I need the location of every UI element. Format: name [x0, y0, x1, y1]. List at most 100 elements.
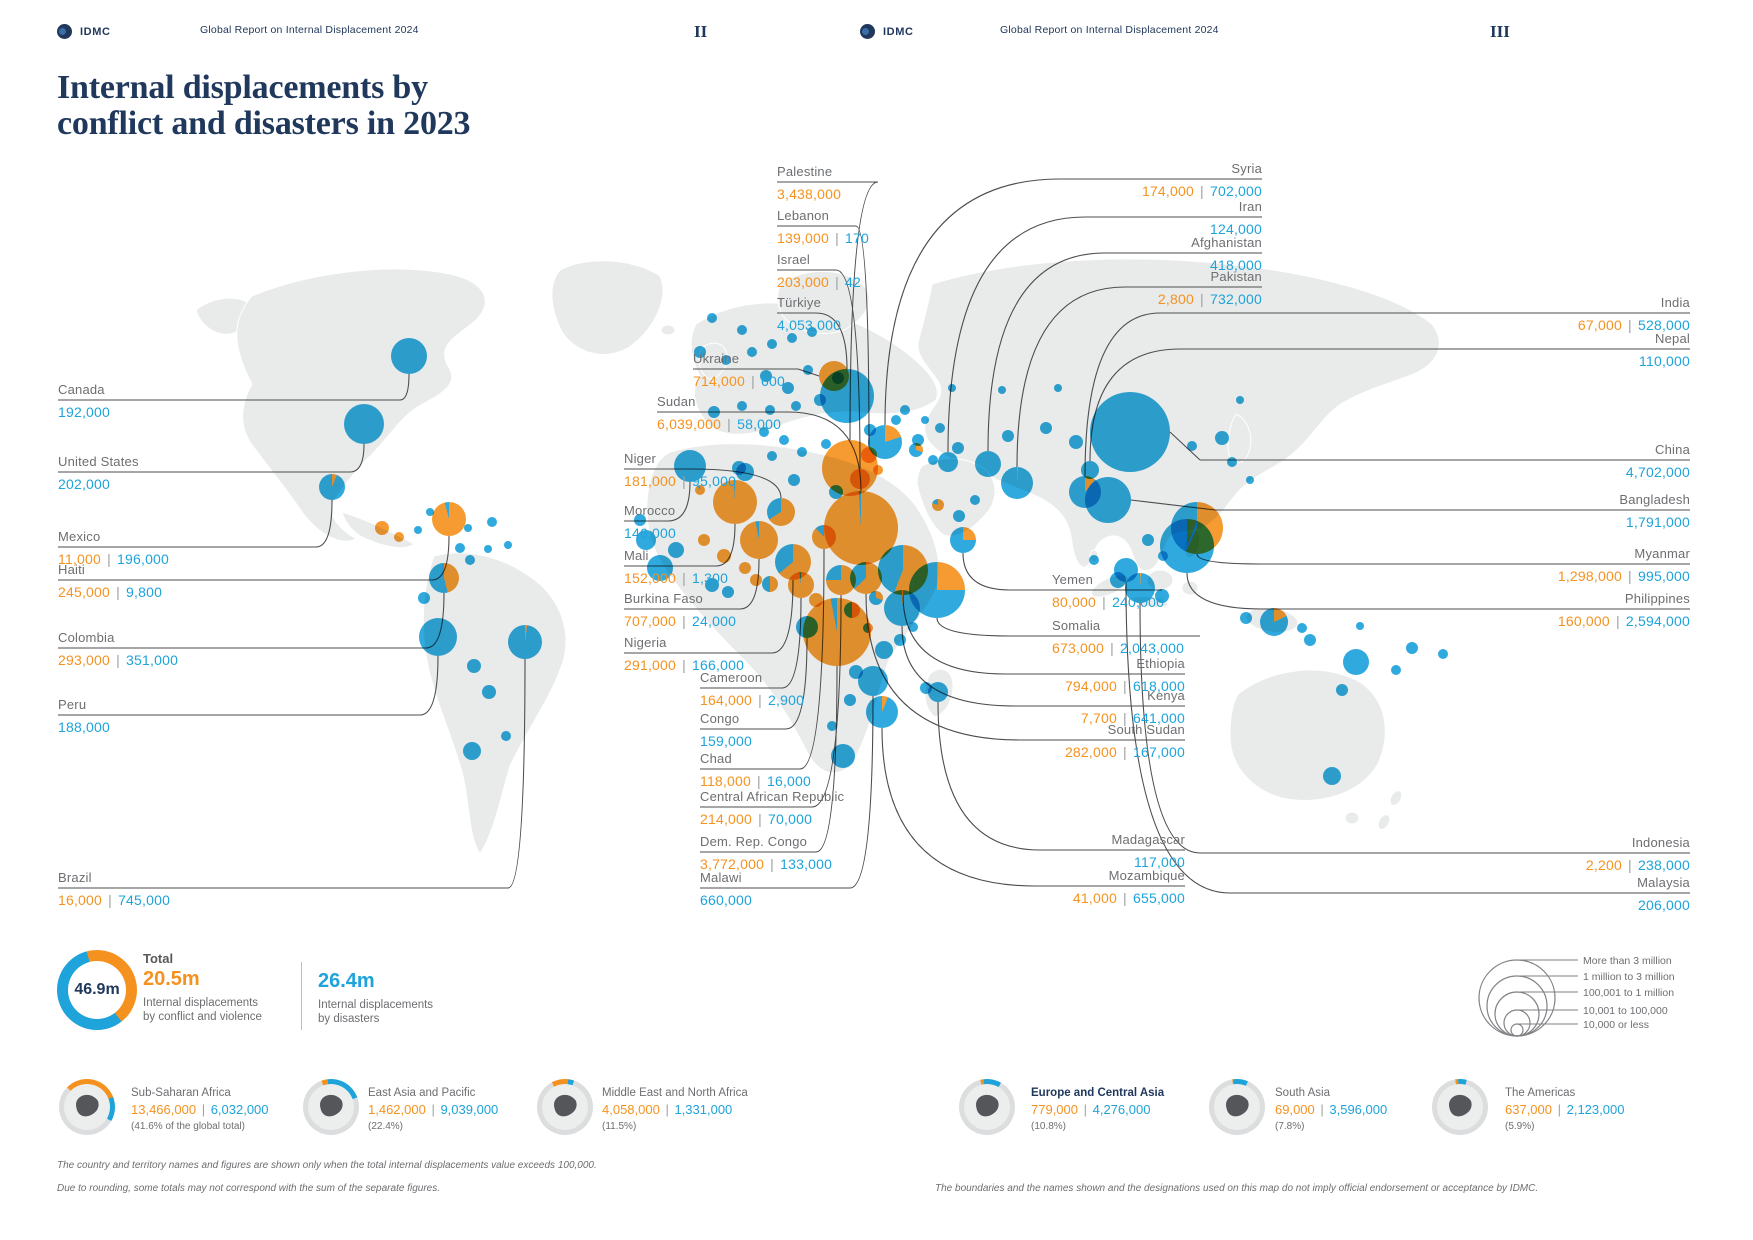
- country-values: 202,000: [58, 476, 111, 492]
- leader-line: [884, 178, 1061, 426]
- country-label: Mexico 11,000 | 196,000: [58, 530, 169, 567]
- bubble: [928, 682, 948, 702]
- country-values: 124,000: [1209, 221, 1262, 237]
- disaster-total-value: 26.4m: [318, 970, 375, 992]
- bubble: [1438, 649, 1448, 659]
- country-values: 174,000 | 702,000: [1141, 183, 1262, 199]
- bubble: [426, 508, 434, 516]
- size-legend-label: More than 3 million: [1583, 955, 1672, 967]
- bubble: [938, 452, 958, 472]
- bubble: [932, 499, 944, 511]
- bubble: [909, 443, 923, 457]
- size-legend-label: 10,000 or less: [1583, 1019, 1649, 1031]
- bubble: [921, 416, 929, 424]
- leader-line: [811, 594, 842, 808]
- bubble: [762, 576, 778, 592]
- idmc-logo-icon: [860, 24, 875, 39]
- bubble: [824, 491, 898, 565]
- landmass-north-america: [236, 268, 486, 542]
- landmass-madagascar: [924, 668, 954, 718]
- bubble: [394, 532, 404, 542]
- country-name: Congo: [700, 711, 740, 726]
- country-name: Brazil: [58, 870, 92, 885]
- bubble: [975, 451, 1001, 477]
- bubble: [767, 451, 777, 461]
- globe-icon: [1226, 1094, 1249, 1117]
- country-values: 164,000 | 2,900: [700, 692, 805, 708]
- bubble: [1356, 622, 1364, 630]
- bubble: [952, 442, 964, 454]
- country-name: South Sudan: [1107, 722, 1185, 737]
- bubble: [908, 622, 918, 632]
- globe-icon: [554, 1094, 577, 1117]
- country-name: Peru: [58, 697, 87, 712]
- bubble: [1236, 396, 1244, 404]
- country-name: Colombia: [58, 630, 115, 645]
- country-values: 293,000 | 351,000: [58, 652, 179, 668]
- bubble: [822, 440, 878, 496]
- bubble: [1158, 551, 1168, 561]
- country-label: Brazil 16,000 | 745,000: [58, 870, 170, 908]
- country-label: China 4,702,000: [1626, 442, 1690, 480]
- bubble: [950, 527, 976, 553]
- footnote-right: The boundaries and the names shown and t…: [935, 1183, 1539, 1194]
- country-name: Israel: [777, 252, 810, 267]
- bubble: [850, 469, 870, 489]
- region-values: 4,058,000 | 1,331,000: [602, 1102, 733, 1117]
- country-name: China: [1655, 442, 1690, 457]
- bubble: [1002, 430, 1014, 442]
- leader-line: [419, 655, 439, 716]
- bubble: [1040, 422, 1052, 434]
- country-values: 2,200 | 238,000: [1585, 857, 1690, 873]
- country-values: 291,000 | 166,000: [624, 657, 745, 673]
- country-name: Yemen: [1052, 572, 1093, 587]
- region-values: 69,000 | 3,596,000: [1275, 1102, 1388, 1117]
- country-name: India: [1660, 295, 1690, 310]
- total-value: 46.9m: [74, 981, 120, 998]
- leader-line: [901, 625, 1016, 707]
- leader-line: [1169, 431, 1201, 461]
- bubble: [484, 545, 492, 553]
- country-label: Somalia 673,000 | 2,043,000: [1052, 619, 1184, 656]
- country-name: Mozambique: [1108, 868, 1185, 883]
- bubble: [844, 694, 856, 706]
- size-legend-label: 100,001 to 1 million: [1583, 987, 1674, 999]
- bubble: [429, 563, 459, 593]
- landmass-japan: [1227, 413, 1252, 464]
- country-label: Bangladesh 1,791,000: [1619, 493, 1690, 530]
- country-label: Niger 181,000 | 95,000: [624, 452, 736, 489]
- country-label: Central African Republic 214,000 | 70,000: [700, 790, 844, 827]
- bubble: [861, 447, 877, 463]
- bubble: [948, 384, 956, 392]
- bubble: [820, 369, 874, 423]
- leader-line: [425, 592, 445, 649]
- leader-line: [1084, 312, 1161, 477]
- country-values: 117,000: [1134, 854, 1185, 870]
- bubble: [737, 325, 747, 335]
- region-stats: East Asia and Pacific 1,462,000 | 9,039,0…: [368, 1087, 498, 1132]
- country-label: Syria 174,000 | 702,000: [1141, 162, 1262, 199]
- landmass-arabia: [916, 457, 996, 537]
- bubble: [1085, 477, 1131, 523]
- bubble: [928, 455, 938, 465]
- country-label: Congo 159,000: [700, 711, 752, 749]
- leader-line: [987, 252, 1106, 452]
- region-stats: Sub-Saharan Africa 13,466,000 | 6,032,000…: [131, 1087, 269, 1132]
- region-name: Sub-Saharan Africa: [131, 1087, 231, 1099]
- bubble: [832, 372, 844, 384]
- region-name: Europe and Central Asia: [1031, 1087, 1165, 1099]
- region-share: (41.6% of the global total): [131, 1121, 245, 1132]
- size-legend-label: 10,001 to 100,000: [1583, 1005, 1668, 1017]
- country-name: Ethiopia: [1136, 656, 1185, 671]
- bubble: [826, 565, 856, 595]
- globe-icon: [1449, 1094, 1472, 1117]
- country-name: Ukraine: [693, 351, 740, 366]
- bubble: [787, 333, 797, 343]
- bubble: [1215, 431, 1229, 445]
- leader-line: [771, 579, 794, 654]
- country-name: Philippines: [1624, 591, 1690, 606]
- bubble: [858, 666, 888, 696]
- country-values: 146,000: [624, 525, 677, 541]
- country-values: 1,298,000 | 995,000: [1557, 568, 1690, 584]
